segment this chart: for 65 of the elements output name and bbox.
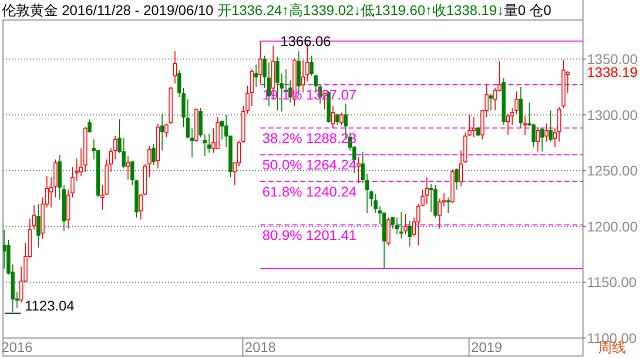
candlestick [459,150,463,187]
text: 量0 仓0 [504,2,552,18]
candlestick [386,216,390,246]
candlestick [122,138,126,169]
x-tick-label: 2018 [244,339,276,355]
annotation: 1338.19 [587,64,638,80]
candlestick [202,133,207,157]
candlestick [536,126,540,152]
candlestick [438,198,442,230]
candlestick [147,146,152,178]
candlestick [544,123,548,142]
candlestick [254,64,258,88]
y-tick-label: 1300.00 [587,106,638,123]
candlestick [186,98,190,139]
candlestick [557,106,562,142]
candlestick [301,60,306,94]
candlestick [49,176,54,208]
candlestick [446,196,450,214]
candlestick [152,143,156,166]
candlestick [390,216,395,230]
candlestick [54,158,58,198]
candlestick [126,156,130,180]
ref-line-label: 61.8% 1240.24 [262,184,357,200]
candlestick [472,116,476,138]
candlestick [258,40,262,84]
candlestick [340,112,344,126]
candlestick [164,123,168,138]
candlestick [262,55,267,89]
annotation: 1123.04 [24,297,75,314]
candlestick [198,108,203,138]
candlestick [207,133,212,154]
candlestick [424,176,429,205]
candlestick [488,93,493,111]
candlestick [548,110,553,142]
candlestick [404,214,408,235]
candlestick [3,229,6,270]
y-tick-label: 1150.00 [587,274,637,290]
candlestick [36,204,40,248]
candlestick [523,115,528,136]
candlestick [250,68,254,106]
candlestick [493,88,498,111]
candlestick [518,86,523,129]
candlestick [88,118,92,134]
candlestick [540,128,544,152]
candlestick [395,216,399,235]
candlestick [506,113,510,136]
candlestick [356,156,361,184]
candlestick [173,50,177,84]
candlestick [331,105,335,129]
ref-line-label: 80.9% 1201.41 [262,226,357,243]
candlestick [399,211,404,240]
candlestick [374,194,378,214]
candlestick [79,148,84,177]
candlestick [335,113,340,126]
chart-title: 伦敦黄金 2016/11/28 - 2019/06/10 [2,2,214,18]
candlestick [310,55,314,76]
candlestick [74,158,79,182]
y-tick-label: 1200.00 [587,218,638,234]
chart-subtitle: 开1336.24↑高1339.02↓低1319.60↑收1338.19↓ [217,2,504,18]
y-tick-label: 1250.00 [587,162,638,179]
candlestick [408,220,412,248]
candlestick [160,113,164,152]
candlestick [429,184,434,212]
candlestick [454,168,459,190]
x-tick-label: 2019 [471,339,502,355]
